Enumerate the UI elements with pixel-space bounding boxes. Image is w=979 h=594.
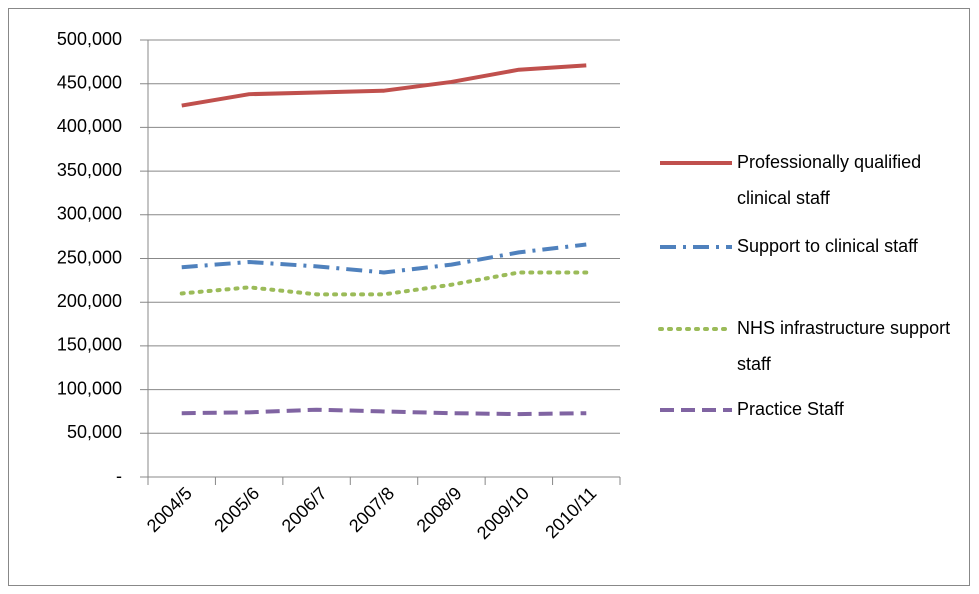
y-tick-label: 500,000 <box>57 29 122 49</box>
y-tick-label: 250,000 <box>57 247 122 267</box>
series-line <box>181 242 587 275</box>
y-tick-label: 150,000 <box>57 335 122 355</box>
legend-label: Professionally qualified clinical staff <box>737 152 921 208</box>
y-tick-label: 300,000 <box>57 204 122 224</box>
chart-border <box>8 8 970 586</box>
series-line <box>181 63 587 108</box>
y-tick-label: 350,000 <box>57 160 122 180</box>
series-line <box>181 407 587 417</box>
y-tick-label: 50,000 <box>67 422 122 442</box>
legend-label: Support to clinical staff <box>737 236 919 256</box>
legend-label: NHS infrastructure support staff <box>737 318 950 374</box>
y-tick-label: 200,000 <box>57 291 122 311</box>
legend-label: Practice Staff <box>737 399 845 419</box>
y-tick-label: 400,000 <box>57 116 122 136</box>
y-tick-label: - <box>116 466 122 486</box>
y-tick-label: 450,000 <box>57 72 122 92</box>
y-tick-label: 100,000 <box>57 378 122 398</box>
